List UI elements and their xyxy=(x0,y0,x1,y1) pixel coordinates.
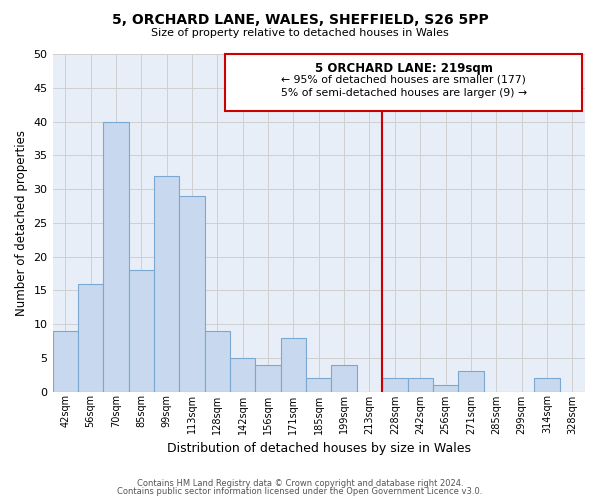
Bar xyxy=(179,196,205,392)
Text: Contains public sector information licensed under the Open Government Licence v3: Contains public sector information licen… xyxy=(118,487,482,496)
Text: 5% of semi-detached houses are larger (9) →: 5% of semi-detached houses are larger (9… xyxy=(281,88,527,98)
Bar xyxy=(103,122,128,392)
Bar xyxy=(331,364,357,392)
X-axis label: Distribution of detached houses by size in Wales: Distribution of detached houses by size … xyxy=(167,442,471,455)
Text: 5 ORCHARD LANE: 219sqm: 5 ORCHARD LANE: 219sqm xyxy=(315,62,493,75)
Bar xyxy=(154,176,179,392)
Bar xyxy=(230,358,256,392)
Bar xyxy=(458,372,484,392)
Bar xyxy=(205,331,230,392)
Bar xyxy=(281,338,306,392)
Bar xyxy=(407,378,433,392)
Text: 5, ORCHARD LANE, WALES, SHEFFIELD, S26 5PP: 5, ORCHARD LANE, WALES, SHEFFIELD, S26 5… xyxy=(112,12,488,26)
Bar xyxy=(78,284,103,392)
Bar xyxy=(256,364,281,392)
Text: Size of property relative to detached houses in Wales: Size of property relative to detached ho… xyxy=(151,28,449,38)
Bar xyxy=(306,378,331,392)
Bar xyxy=(53,331,78,392)
Bar xyxy=(128,270,154,392)
Text: ← 95% of detached houses are smaller (177): ← 95% of detached houses are smaller (17… xyxy=(281,74,526,85)
Bar xyxy=(225,54,583,112)
Y-axis label: Number of detached properties: Number of detached properties xyxy=(15,130,28,316)
Text: Contains HM Land Registry data © Crown copyright and database right 2024.: Contains HM Land Registry data © Crown c… xyxy=(137,478,463,488)
Bar xyxy=(382,378,407,392)
Bar xyxy=(433,385,458,392)
Bar xyxy=(534,378,560,392)
